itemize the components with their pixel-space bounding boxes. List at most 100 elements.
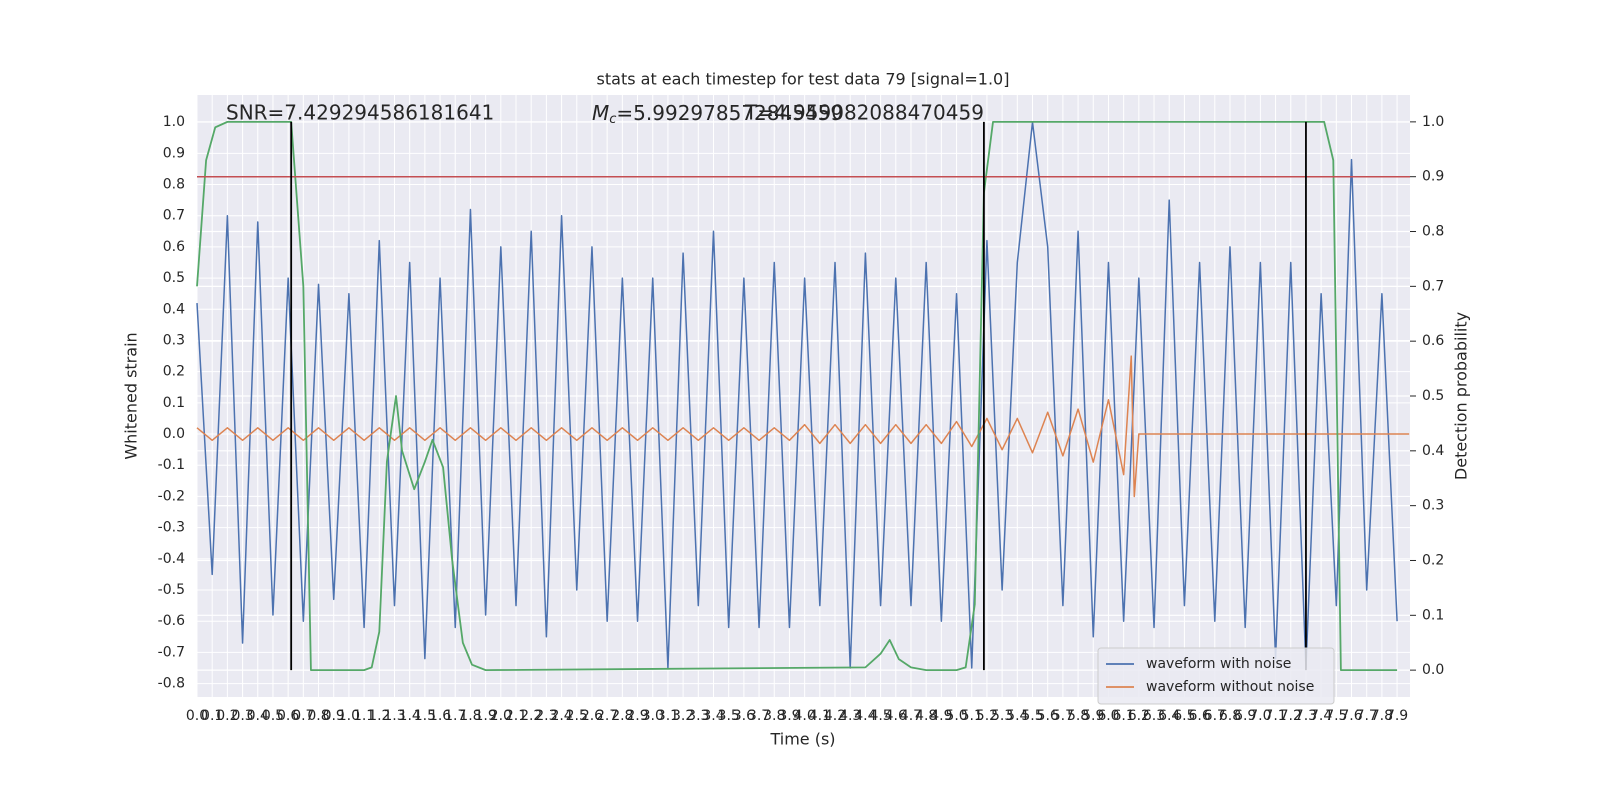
x-tick-label: 4.3 [839, 708, 861, 724]
mc-value: =5.992978572845459 [616, 101, 843, 125]
series-line [196, 120, 1398, 672]
x-tick-label: 6.1 [1113, 708, 1135, 724]
x-tick-label: 2.1 [505, 708, 527, 724]
x-tick-label: 7.9 [1386, 708, 1408, 724]
x-tick-label: 6.4 [1158, 708, 1180, 724]
snr-annotation: SNR=7.429294586181641 [226, 101, 494, 125]
x-tick-label: 7.1 [1264, 708, 1286, 724]
y2-tick-label: 0.4 [1422, 443, 1444, 459]
x-tick-label: 4.5 [869, 708, 891, 724]
x-tick-label: 5.6 [1037, 708, 1059, 724]
x-tick-label: 1.3 [383, 708, 405, 724]
x-axis-label: Time (s) [769, 730, 835, 749]
x-tick-label: 4.9 [930, 708, 952, 724]
chart-title: stats at each timestep for test data 79 … [597, 70, 1010, 89]
x-tick-label: 3.6 [733, 708, 755, 724]
x-tick-label: 0.5 [262, 708, 284, 724]
x-tick-label: 5.7 [1052, 708, 1074, 724]
y-tick-label: -0.1 [158, 457, 185, 473]
x-tick-label: 2.6 [581, 708, 603, 724]
y-tick-label: 0.6 [163, 239, 185, 255]
x-tick-label: 7.7 [1356, 708, 1378, 724]
mc-subscript: c [609, 112, 616, 127]
y-tick-label: 0.7 [163, 208, 185, 224]
x-tick-label: 7.2 [1280, 708, 1302, 724]
y-tick-label: 1.0 [163, 114, 185, 130]
x-tick-label: 1.1 [353, 708, 375, 724]
y-tick-label: -0.3 [158, 520, 185, 536]
y2-tick-label: 0.1 [1422, 607, 1444, 623]
x-tick-label: 0.4 [247, 708, 269, 724]
x-tick-label: 7.4 [1310, 708, 1332, 724]
x-tick-label: 2.4 [550, 708, 572, 724]
x-tick-label: 1.5 [414, 708, 436, 724]
y-tick-label: 0.2 [163, 364, 185, 380]
mc-annotation: Mc=5.992978572845459 [592, 101, 843, 127]
x-tick-label: 4.6 [885, 708, 907, 724]
series-line [196, 121, 1398, 669]
y2-tick-label: 0.0 [1422, 662, 1444, 678]
x-tick-label: 4.2 [824, 708, 846, 724]
x-tick-label: 3.3 [687, 708, 709, 724]
x-tick-label: 0.1 [201, 708, 223, 724]
x-tick-label: 7.5 [1325, 708, 1347, 724]
x-tick-label: 4.1 [809, 708, 831, 724]
mc-symbol: M [592, 101, 609, 125]
y-tick-label: 0.0 [163, 426, 185, 442]
t-annotation: T=4.959082088470459 [744, 101, 984, 125]
x-tick-label: 0.9 [323, 708, 345, 724]
y2-tick-label: 0.6 [1422, 333, 1444, 349]
y-tick-label: 0.5 [163, 270, 185, 286]
x-tick-label: 1.9 [474, 708, 496, 724]
x-tick-label: 1.0 [338, 708, 360, 724]
x-tick-label: 1.7 [444, 708, 466, 724]
x-tick-label: 7.6 [1340, 708, 1362, 724]
x-tick-label: 2.0 [490, 708, 512, 724]
x-tick-label: 6.7 [1204, 708, 1226, 724]
x-tick-label: 5.9 [1082, 708, 1104, 724]
x-tick-label: 1.6 [429, 708, 451, 724]
x-tick-label: 4.0 [794, 708, 816, 724]
x-tick-label: 5.0 [945, 708, 967, 724]
x-tick-label: 5.4 [1006, 708, 1028, 724]
x-tick-label: 5.8 [1067, 708, 1089, 724]
x-tick-label: 7.3 [1295, 708, 1317, 724]
x-tick-label: 6.0 [1097, 708, 1119, 724]
y-tick-label: 0.9 [163, 145, 185, 161]
x-tick-label: 0.0 [186, 708, 208, 724]
legend-box [1097, 647, 1335, 705]
y2-tick-label: 0.5 [1422, 388, 1444, 404]
x-tick-label: 6.3 [1143, 708, 1165, 724]
y-axis-label: Whitened strain [122, 332, 141, 459]
x-tick-label: 3.4 [702, 708, 724, 724]
y2-tick-label: 0.9 [1422, 169, 1444, 185]
x-tick-label: 1.4 [399, 708, 421, 724]
x-tick-label: 6.6 [1188, 708, 1210, 724]
y-tick-label: -0.4 [158, 551, 185, 567]
y-tick-label: -0.5 [158, 582, 185, 598]
x-tick-label: 3.1 [657, 708, 679, 724]
x-tick-label: 4.7 [900, 708, 922, 724]
y2-tick-label: 0.2 [1422, 552, 1444, 568]
y-tick-label: -0.8 [158, 676, 185, 692]
x-tick-label: 2.8 [611, 708, 633, 724]
x-tick-label: 1.2 [368, 708, 390, 724]
x-tick-label: 2.9 [626, 708, 648, 724]
x-tick-label: 3.0 [642, 708, 664, 724]
x-tick-label: 4.4 [854, 708, 876, 724]
y-tick-label: -0.2 [158, 488, 185, 504]
x-tick-label: 2.5 [566, 708, 588, 724]
x-tick-label: 0.6 [277, 708, 299, 724]
x-tick-label: 2.2 [520, 708, 542, 724]
legend-label: waveform without noise [1146, 679, 1314, 695]
x-tick-label: 3.9 [778, 708, 800, 724]
x-tick-label: 5.1 [961, 708, 983, 724]
y2-tick-label: 0.3 [1422, 498, 1444, 514]
y-tick-label: 0.3 [163, 332, 185, 348]
x-tick-label: 3.2 [672, 708, 694, 724]
x-tick-label: 6.9 [1234, 708, 1256, 724]
x-tick-label: 0.8 [307, 708, 329, 724]
legend-label: waveform with noise [1146, 656, 1291, 672]
x-tick-label: 5.3 [991, 708, 1013, 724]
